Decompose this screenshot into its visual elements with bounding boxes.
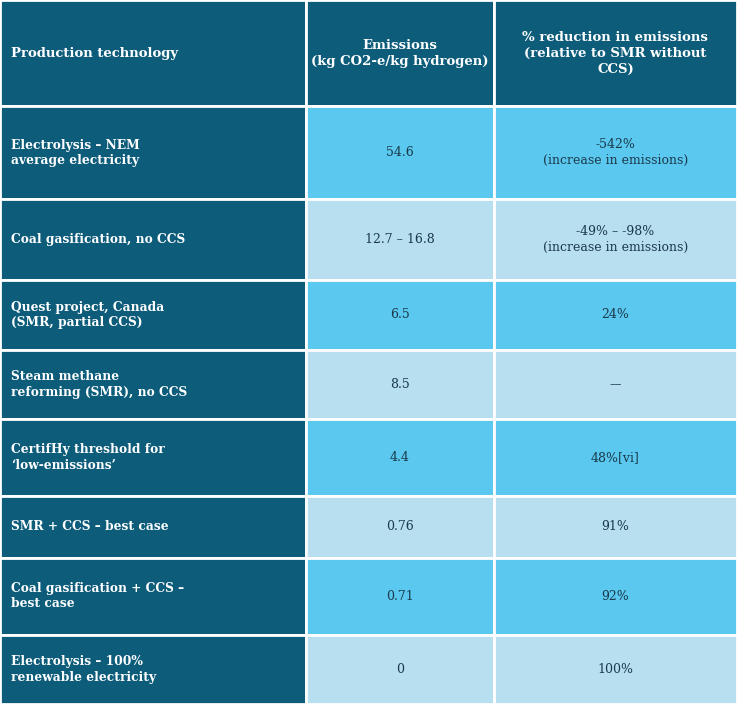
Text: 12.7 – 16.8: 12.7 – 16.8 — [365, 233, 435, 246]
Text: Quest project, Canada
(SMR, partial CCS): Quest project, Canada (SMR, partial CCS) — [11, 301, 164, 329]
Bar — [494, 106, 737, 199]
Bar — [494, 558, 737, 635]
Text: 4.4: 4.4 — [390, 451, 410, 464]
Text: 92%: 92% — [601, 590, 629, 603]
Text: ––: –– — [609, 378, 621, 391]
Text: -542%
(increase in emissions): -542% (increase in emissions) — [542, 138, 688, 168]
Bar — [0, 635, 306, 704]
Text: SMR + CCS – best case: SMR + CCS – best case — [11, 520, 169, 534]
Bar — [306, 199, 494, 280]
Text: 6.5: 6.5 — [390, 308, 410, 322]
Bar — [0, 280, 306, 350]
Bar — [306, 419, 494, 496]
Bar — [306, 0, 494, 106]
Bar — [306, 106, 494, 199]
Text: 100%: 100% — [598, 663, 633, 676]
Bar — [0, 350, 306, 419]
Text: 0.76: 0.76 — [386, 520, 413, 534]
Text: Electrolysis – 100%
renewable electricity: Electrolysis – 100% renewable electricit… — [11, 655, 156, 684]
Text: 48%[vi]: 48%[vi] — [591, 451, 640, 464]
Bar — [306, 350, 494, 419]
Text: 0.71: 0.71 — [386, 590, 413, 603]
Bar — [306, 635, 494, 704]
Text: 91%: 91% — [601, 520, 629, 534]
Bar — [306, 280, 494, 350]
Text: 0: 0 — [396, 663, 404, 676]
Text: Coal gasification + CCS –
best case: Coal gasification + CCS – best case — [11, 582, 184, 610]
Bar — [306, 496, 494, 558]
Bar — [494, 0, 737, 106]
Bar — [306, 558, 494, 635]
Text: % reduction in emissions
(relative to SMR without
CCS): % reduction in emissions (relative to SM… — [523, 31, 708, 75]
Bar — [0, 199, 306, 280]
Text: 54.6: 54.6 — [386, 146, 413, 159]
Bar — [0, 106, 306, 199]
Bar — [0, 558, 306, 635]
Bar — [0, 496, 306, 558]
Text: Steam methane
reforming (SMR), no CCS: Steam methane reforming (SMR), no CCS — [11, 370, 187, 398]
Text: 24%: 24% — [601, 308, 629, 322]
Text: Production technology: Production technology — [11, 46, 178, 60]
Text: Electrolysis – NEM
average electricity: Electrolysis – NEM average electricity — [11, 139, 140, 167]
Bar — [494, 419, 737, 496]
Text: Emissions
(kg CO2-e/kg hydrogen): Emissions (kg CO2-e/kg hydrogen) — [311, 39, 489, 68]
Text: -49% – -98%
(increase in emissions): -49% – -98% (increase in emissions) — [542, 225, 688, 254]
Bar — [494, 199, 737, 280]
Text: CertifHy threshold for
‘low-emissions’: CertifHy threshold for ‘low-emissions’ — [11, 444, 165, 472]
Bar — [0, 0, 306, 106]
Bar — [0, 419, 306, 496]
Bar — [494, 496, 737, 558]
Bar — [494, 350, 737, 419]
Text: Coal gasification, no CCS: Coal gasification, no CCS — [11, 233, 185, 246]
Bar — [494, 635, 737, 704]
Bar — [494, 280, 737, 350]
Text: 8.5: 8.5 — [390, 378, 410, 391]
